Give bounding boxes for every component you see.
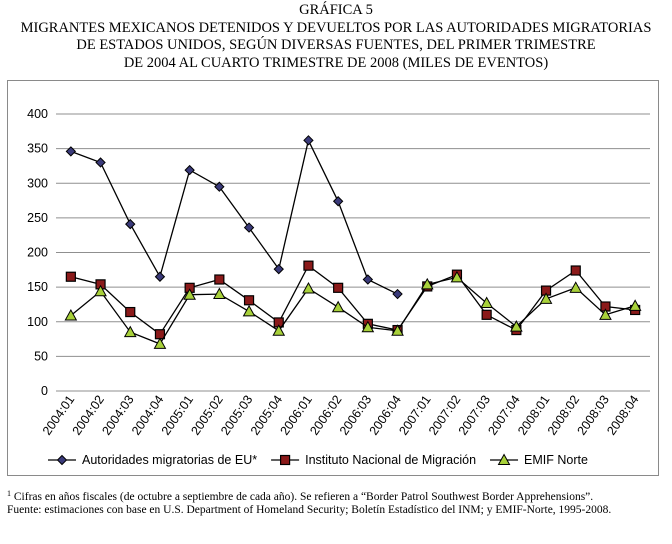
series-3-point-2008:03 (599, 308, 612, 320)
series-1-line (70, 138, 398, 295)
y-tick-label-100: 100 (27, 315, 48, 329)
series-3-point-2004:02 (94, 284, 107, 297)
y-tick-label-200: 200 (27, 246, 48, 260)
series-2-point-2004:01 (65, 271, 76, 282)
footnote-text: Cifras en años fiscales (de octubre a se… (13, 491, 594, 503)
y-tick-label-150: 150 (27, 280, 48, 294)
series-1-point-2005:01 (184, 164, 195, 176)
series-1-point-2004:03 (125, 218, 136, 230)
gridlines (56, 113, 650, 357)
series-3-point-2004:01 (64, 308, 78, 321)
y-tick-label-0: 0 (41, 384, 48, 398)
series-3-point-2007:04 (510, 320, 523, 332)
chart-title-line-2: DE ESTADOS UNIDOS, SEGÚN DIVERSAS FUENTE… (76, 37, 596, 53)
series-2-point-2004:03 (125, 306, 136, 318)
series-3-point-2004:04 (153, 337, 167, 349)
series-2-point-2006:02 (333, 282, 344, 293)
series-3-point-2006:03 (361, 320, 375, 333)
series-2-point-2007:03 (481, 309, 492, 320)
series-3-point-2008:01 (539, 292, 553, 304)
series-3-point-2008:02 (569, 281, 583, 293)
figure-number: GRÁFICA 5 (299, 2, 373, 18)
series-3-point-2005:02 (213, 287, 226, 300)
series-1-point-2004:01 (65, 146, 77, 157)
y-tick-label-50: 50 (34, 349, 48, 363)
series-3-point-2008:04 (628, 299, 642, 311)
series-1-point-2005:03 (243, 222, 255, 233)
line-chart: 0 50 100 150 200 250 300 350 400 2004:012004:022… (27, 107, 650, 467)
legend-label-1: Autoridades migratorias de EU* (82, 453, 257, 467)
legend-marker-3 (497, 453, 511, 465)
series-3 (64, 270, 642, 349)
series-3-point-2007:01 (420, 277, 434, 290)
series-2-point-2006:01 (303, 260, 314, 271)
series-2 (65, 260, 641, 340)
series-3-point-2005:01 (183, 288, 196, 300)
series-1 (65, 135, 403, 300)
chart-title-line-1: MIGRANTES MEXICANOS DETENIDOS Y DEVUELTO… (20, 19, 652, 36)
series-3-point-2006:02 (331, 300, 345, 313)
footnote: 1 Cifras en años fiscales (de octubre a … (7, 487, 663, 504)
chart-notes: 1 Cifras en años fiscales (de octubre a … (7, 487, 663, 517)
y-axis-ticks: 0 50 100 150 200 250 300 350 400 (27, 107, 48, 398)
y-tick-label-250: 250 (27, 211, 48, 225)
series-3-point-2005:04 (272, 324, 286, 336)
series-1-point-2004:02 (95, 157, 106, 168)
series-2-point-2008:02 (570, 265, 581, 276)
series-3-point-2006:01 (302, 281, 315, 294)
series-3-point-2007:02 (450, 270, 464, 283)
series-3-point-2005:03 (242, 304, 256, 317)
legend-label-2: Instituto Nacional de Migración (305, 453, 476, 467)
series-1-point-2004:04 (154, 271, 166, 282)
y-tick-label-400: 400 (27, 107, 48, 121)
x-axis-ticks: 2004:012004:022004:032004:042005:012005:… (40, 393, 642, 438)
series-2-line (70, 264, 636, 336)
series-group (64, 135, 642, 349)
series-1-point-2005:04 (273, 263, 284, 275)
legend-label-3: EMIF Norte (524, 453, 588, 467)
source-note: Fuente: estimaciones con base en U.S. De… (7, 504, 612, 516)
series-3-point-2007:03 (480, 296, 493, 309)
series-2-point-2005:02 (214, 274, 225, 285)
legend-marker-2 (279, 454, 291, 466)
series-1-point-2006:04 (392, 288, 403, 300)
series-1-point-2006:01 (303, 135, 314, 146)
y-tick-label-350: 350 (27, 142, 48, 156)
legend: Autoridades migratorias de EU* Instituto … (48, 453, 588, 467)
series-3-point-2006:04 (391, 324, 404, 336)
y-tick-label-300: 300 (27, 176, 48, 190)
series-1-point-2006:03 (362, 274, 374, 285)
series-3-point-2004:03 (123, 325, 137, 338)
chart-title-block: GRÁFICA 5 MIGRANTES MEXICANOS DETENIDOS … (0, 2, 672, 72)
chart-title-line-3: DE 2004 AL CUARTO TRIMESTRE DE 2008 (MIL… (123, 54, 549, 71)
chart-frame: 0 50 100 150 200 250 300 350 400 2004:01 2004:02 2… (7, 80, 659, 476)
series-2-point-2005:03 (243, 295, 255, 306)
footnote-mark: 1 (7, 489, 11, 498)
series-1-point-2005:02 (214, 181, 225, 192)
legend-marker-1 (56, 454, 68, 466)
series-1-point-2006:02 (332, 196, 344, 207)
